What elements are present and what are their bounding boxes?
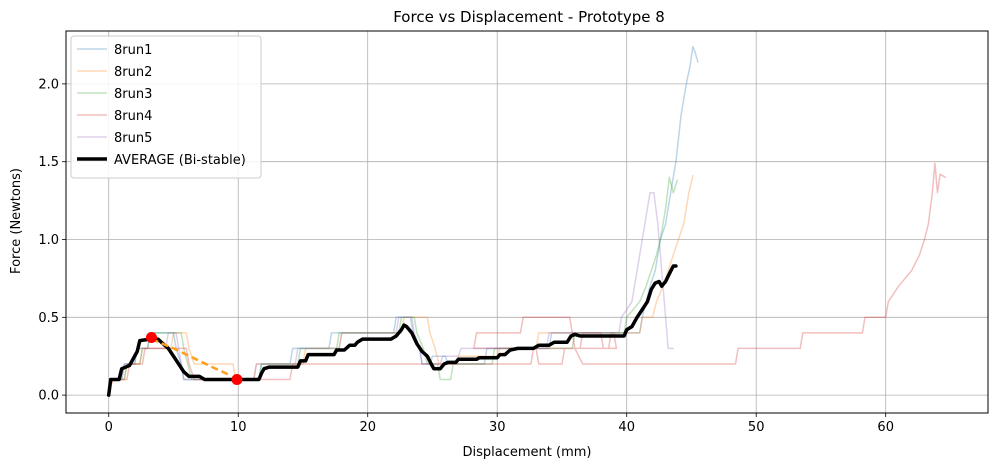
- legend-label: AVERAGE (Bi-stable): [114, 153, 246, 168]
- y-tick-label: 0.0: [38, 389, 59, 404]
- y-tick-label: 2.0: [38, 77, 59, 92]
- x-tick-label: 50: [748, 420, 765, 435]
- x-tick-label: 30: [489, 420, 506, 435]
- legend-label: 8run3: [114, 87, 152, 102]
- x-tick-label: 60: [877, 420, 894, 435]
- chart-title: Force vs Displacement - Prototype 8: [393, 8, 665, 26]
- y-tick-label: 1.5: [38, 155, 59, 170]
- annotation-overlay: [145, 332, 243, 386]
- legend-label: 8run4: [114, 109, 152, 124]
- axis-ticks: 0 10 20 30 40 50 60 0.0 0.5 1.0 1.5 2.0: [38, 77, 894, 435]
- y-tick-label: 1.0: [38, 233, 59, 248]
- legend: 8run1 8run2 8run3 8run4 8run5 AVERAGE (Bi-sta…: [70, 35, 262, 179]
- series-line-average-bi-stable: [106, 264, 678, 397]
- legend-label: 8run5: [114, 131, 152, 146]
- x-tick-label: 10: [230, 420, 247, 435]
- x-tick-label: 40: [618, 420, 635, 435]
- x-tick-label: 20: [359, 420, 376, 435]
- legend-label: 8run1: [114, 43, 152, 58]
- peak-marker: [145, 332, 157, 344]
- x-tick-label: 0: [105, 420, 113, 435]
- series-lines: [106, 45, 947, 397]
- dashed-trend-line: [151, 337, 230, 377]
- series-line-8run5: [107, 192, 675, 396]
- x-axis-label: Displacement (mm): [463, 445, 592, 460]
- plot-area-frame: [65, 30, 989, 414]
- series-line-8run3: [107, 176, 678, 396]
- legend-label: 8run2: [114, 65, 152, 80]
- y-tick-label: 0.5: [38, 311, 59, 326]
- peak-marker: [231, 374, 243, 386]
- legend-box: [70, 35, 262, 179]
- series-line-8run2: [107, 174, 694, 396]
- y-axis-label: Force (Newtons): [9, 168, 24, 274]
